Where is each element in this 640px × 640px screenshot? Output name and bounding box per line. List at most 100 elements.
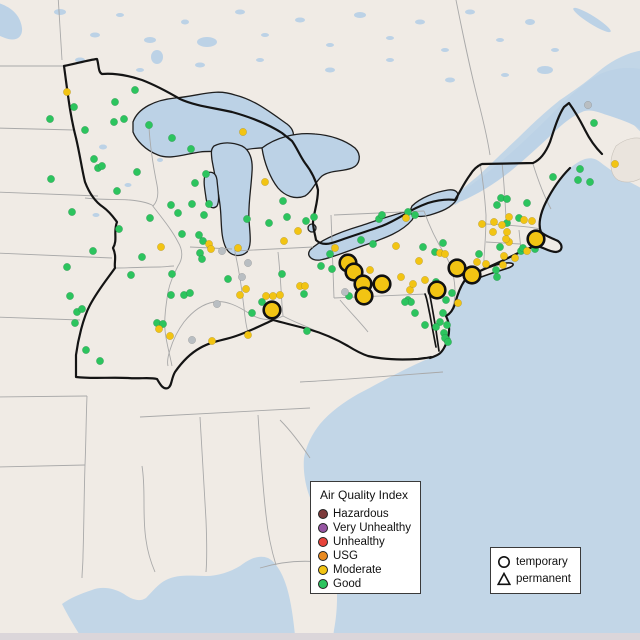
station-marker (90, 155, 98, 163)
station-marker (96, 357, 104, 365)
station-marker (432, 323, 440, 331)
station-marker (378, 211, 386, 219)
station-marker (265, 219, 273, 227)
station-marker (448, 289, 456, 297)
marker-type-legend: temporary permanent (490, 547, 581, 594)
station-marker-large-temporary (462, 265, 482, 285)
station-marker (421, 276, 429, 284)
station-marker (68, 208, 76, 216)
station-marker (492, 266, 500, 274)
station-marker (279, 197, 287, 205)
station-marker (441, 250, 449, 258)
station-marker (174, 209, 182, 217)
station-marker (213, 300, 221, 308)
station-marker (178, 230, 186, 238)
station-marker (411, 211, 419, 219)
station-marker (499, 261, 507, 269)
station-marker (523, 247, 531, 255)
aqi-legend-label: USG (333, 550, 358, 562)
aqi-color-swatch (318, 537, 328, 547)
station-marker (234, 244, 242, 252)
station-marker (392, 242, 400, 250)
station-marker (611, 160, 619, 168)
station-marker (369, 240, 377, 248)
station-marker (98, 162, 106, 170)
lake-michigan (210, 142, 253, 257)
station-marker (242, 285, 250, 293)
station-marker (419, 243, 427, 251)
station-marker (224, 275, 232, 283)
legend-item-good: Good (318, 577, 414, 591)
station-marker (66, 292, 74, 300)
station-marker (411, 309, 419, 317)
station-marker (489, 228, 497, 236)
station-marker (248, 309, 256, 317)
station-marker (115, 225, 123, 233)
station-marker (89, 247, 97, 255)
station-marker (586, 178, 594, 186)
station-marker (505, 213, 513, 221)
station-marker (258, 298, 266, 306)
station-marker (236, 291, 244, 299)
station-marker (498, 221, 506, 229)
station-marker (146, 214, 154, 222)
green-bay (203, 171, 220, 209)
station-marker-large-temporary (372, 274, 392, 294)
legend-item-temporary: temporary (497, 553, 574, 570)
station-marker (199, 237, 207, 245)
aqi-color-swatch (318, 523, 328, 533)
station-marker (493, 201, 501, 209)
station-marker (195, 231, 203, 239)
legend-item-very-unhealthy: Very Unhealthy (318, 521, 414, 535)
station-marker (326, 250, 334, 258)
station-marker (278, 270, 286, 278)
station-marker (442, 296, 450, 304)
aqi-color-swatch (318, 551, 328, 561)
station-marker (168, 134, 176, 142)
station-marker (317, 262, 325, 270)
lake-huron (261, 132, 360, 199)
station-marker (520, 216, 528, 224)
station-marker (549, 173, 557, 181)
station-marker (475, 250, 483, 258)
aqi-legend-label: Hazardous (333, 508, 389, 520)
station-marker (503, 195, 511, 203)
station-marker (269, 292, 277, 300)
station-marker (47, 175, 55, 183)
station-marker (113, 187, 121, 195)
triangle-icon (497, 571, 511, 585)
st-lawrence (448, 67, 640, 203)
station-marker (187, 145, 195, 153)
station-marker (397, 273, 405, 281)
station-marker (167, 291, 175, 299)
station-marker (482, 260, 490, 268)
station-marker (443, 321, 451, 329)
station-marker (511, 254, 519, 262)
station-marker (478, 220, 486, 228)
station-marker (439, 239, 447, 247)
station-marker (202, 170, 210, 178)
station-marker (328, 265, 336, 273)
station-marker (590, 119, 598, 127)
station-marker-large-temporary (526, 229, 546, 249)
station-marker (133, 168, 141, 176)
station-marker (366, 266, 374, 274)
station-marker (262, 292, 270, 300)
aqi-color-swatch (318, 509, 328, 519)
lake-ontario (409, 189, 459, 218)
station-marker (188, 336, 196, 344)
station-marker (276, 291, 284, 299)
aqi-color-swatch (318, 579, 328, 589)
station-marker (159, 320, 167, 328)
station-marker (157, 243, 165, 251)
station-marker (421, 321, 429, 329)
station-marker (473, 258, 481, 266)
station-marker (138, 253, 146, 261)
aqi-legend-title: Air Quality Index (320, 488, 409, 502)
station-marker (127, 271, 135, 279)
canada-lakes (0, 3, 611, 217)
station-marker (303, 327, 311, 335)
station-marker (243, 215, 251, 223)
legend-item-moderate: Moderate (318, 563, 414, 577)
